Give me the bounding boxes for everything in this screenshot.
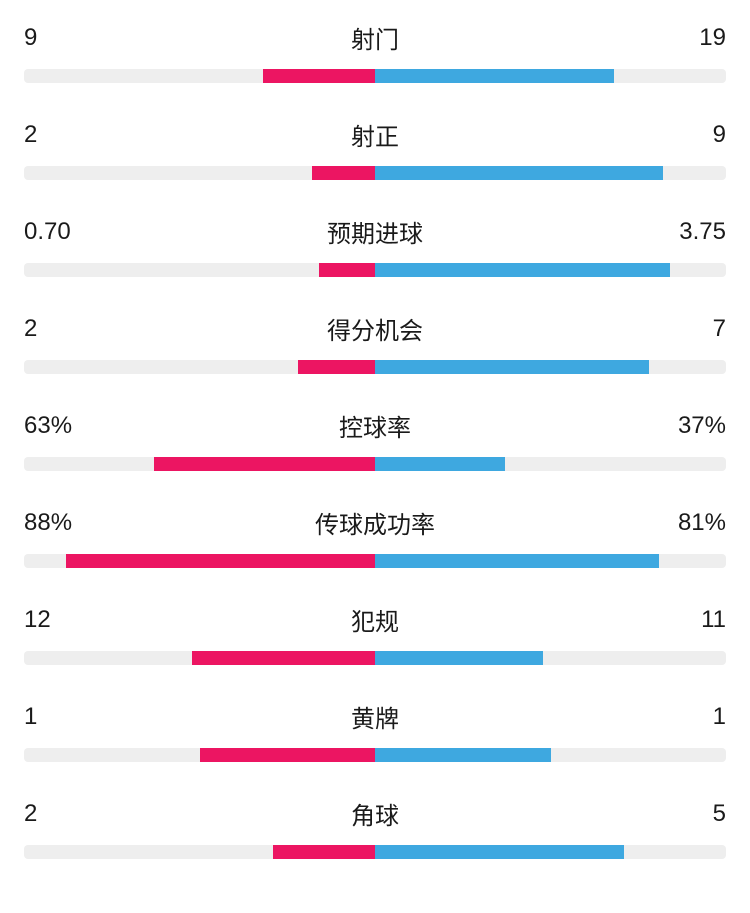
stat-bar-left-fill bbox=[263, 69, 375, 83]
stat-labels: 63%控球率37% bbox=[24, 408, 726, 443]
stat-bar-right-track bbox=[375, 360, 726, 374]
stat-bar-left-track bbox=[24, 457, 375, 471]
stat-row: 12犯规11 bbox=[24, 602, 726, 665]
stat-bar bbox=[24, 263, 726, 277]
stat-bar-right-track bbox=[375, 166, 726, 180]
stat-bar-left-track bbox=[24, 651, 375, 665]
stat-bar-right-fill bbox=[375, 69, 614, 83]
stat-row: 0.70预期进球3.75 bbox=[24, 214, 726, 277]
stat-bar-left-track bbox=[24, 166, 375, 180]
stat-bar bbox=[24, 845, 726, 859]
stat-label: 射门 bbox=[84, 20, 666, 55]
stat-labels: 12犯规11 bbox=[24, 602, 726, 637]
stat-label: 控球率 bbox=[84, 408, 666, 443]
stat-bar-left-track bbox=[24, 554, 375, 568]
stat-bar bbox=[24, 651, 726, 665]
stat-bar-right-fill bbox=[375, 360, 649, 374]
stat-bar-right-fill bbox=[375, 554, 659, 568]
stat-right-value: 1 bbox=[666, 703, 726, 731]
stat-bar-right-track bbox=[375, 748, 726, 762]
stat-label: 黄牌 bbox=[84, 699, 666, 734]
stat-left-value: 63% bbox=[24, 412, 84, 440]
stat-row: 2射正9 bbox=[24, 117, 726, 180]
stat-labels: 1黄牌1 bbox=[24, 699, 726, 734]
stat-right-value: 3.75 bbox=[666, 218, 726, 246]
stat-bar-left-track bbox=[24, 360, 375, 374]
stat-bar-right-fill bbox=[375, 263, 670, 277]
stat-labels: 2角球5 bbox=[24, 796, 726, 831]
stat-right-value: 7 bbox=[666, 315, 726, 343]
stat-bar bbox=[24, 360, 726, 374]
stat-right-value: 5 bbox=[666, 800, 726, 828]
stat-bar-right-fill bbox=[375, 651, 543, 665]
stat-bar-left-track bbox=[24, 845, 375, 859]
stat-row: 88%传球成功率81% bbox=[24, 505, 726, 568]
stat-bar-left-track bbox=[24, 748, 375, 762]
stat-left-value: 0.70 bbox=[24, 218, 84, 246]
stat-bar-right-fill bbox=[375, 457, 505, 471]
stat-right-value: 11 bbox=[666, 606, 726, 634]
stat-bar-left-fill bbox=[192, 651, 375, 665]
stat-bar-right-track bbox=[375, 263, 726, 277]
stat-left-value: 12 bbox=[24, 606, 84, 634]
stat-labels: 0.70预期进球3.75 bbox=[24, 214, 726, 249]
stat-label: 角球 bbox=[84, 796, 666, 831]
stat-label: 预期进球 bbox=[84, 214, 666, 249]
stat-bar-left-fill bbox=[200, 748, 376, 762]
stat-row: 1黄牌1 bbox=[24, 699, 726, 762]
stat-label: 射正 bbox=[84, 117, 666, 152]
stat-bar-right-track bbox=[375, 69, 726, 83]
stat-bar-right-track bbox=[375, 651, 726, 665]
stat-bar-left-fill bbox=[298, 360, 375, 374]
stat-bar bbox=[24, 554, 726, 568]
stat-bar-right-fill bbox=[375, 845, 624, 859]
stat-labels: 9射门19 bbox=[24, 20, 726, 55]
stat-label: 得分机会 bbox=[84, 311, 666, 346]
stat-left-value: 9 bbox=[24, 24, 84, 52]
stat-left-value: 2 bbox=[24, 800, 84, 828]
stat-bar-left-fill bbox=[66, 554, 375, 568]
stat-bar bbox=[24, 69, 726, 83]
stat-label: 传球成功率 bbox=[84, 505, 666, 540]
stat-bar-right-track bbox=[375, 457, 726, 471]
stat-bar-right-track bbox=[375, 554, 726, 568]
stat-bar-right-fill bbox=[375, 166, 663, 180]
stat-right-value: 37% bbox=[666, 412, 726, 440]
stat-left-value: 88% bbox=[24, 509, 84, 537]
stat-row: 2角球5 bbox=[24, 796, 726, 859]
stat-bar-left-fill bbox=[312, 166, 375, 180]
stat-bar-left-fill bbox=[273, 845, 375, 859]
stat-bar-left-track bbox=[24, 263, 375, 277]
stat-left-value: 2 bbox=[24, 121, 84, 149]
stat-bar-left-track bbox=[24, 69, 375, 83]
stat-right-value: 9 bbox=[666, 121, 726, 149]
stat-bar-right-track bbox=[375, 845, 726, 859]
stat-right-value: 81% bbox=[666, 509, 726, 537]
stat-bar-right-fill bbox=[375, 748, 551, 762]
stat-bar bbox=[24, 457, 726, 471]
match-stats-list: 9射门192射正90.70预期进球3.752得分机会763%控球率37%88%传… bbox=[24, 20, 726, 859]
stat-labels: 88%传球成功率81% bbox=[24, 505, 726, 540]
stat-left-value: 2 bbox=[24, 315, 84, 343]
stat-row: 9射门19 bbox=[24, 20, 726, 83]
stat-bar-left-fill bbox=[319, 263, 375, 277]
stat-bar bbox=[24, 166, 726, 180]
stat-label: 犯规 bbox=[84, 602, 666, 637]
stat-bar-left-fill bbox=[154, 457, 375, 471]
stat-right-value: 19 bbox=[666, 24, 726, 52]
stat-labels: 2射正9 bbox=[24, 117, 726, 152]
stat-left-value: 1 bbox=[24, 703, 84, 731]
stat-row: 2得分机会7 bbox=[24, 311, 726, 374]
stat-row: 63%控球率37% bbox=[24, 408, 726, 471]
stat-labels: 2得分机会7 bbox=[24, 311, 726, 346]
stat-bar bbox=[24, 748, 726, 762]
